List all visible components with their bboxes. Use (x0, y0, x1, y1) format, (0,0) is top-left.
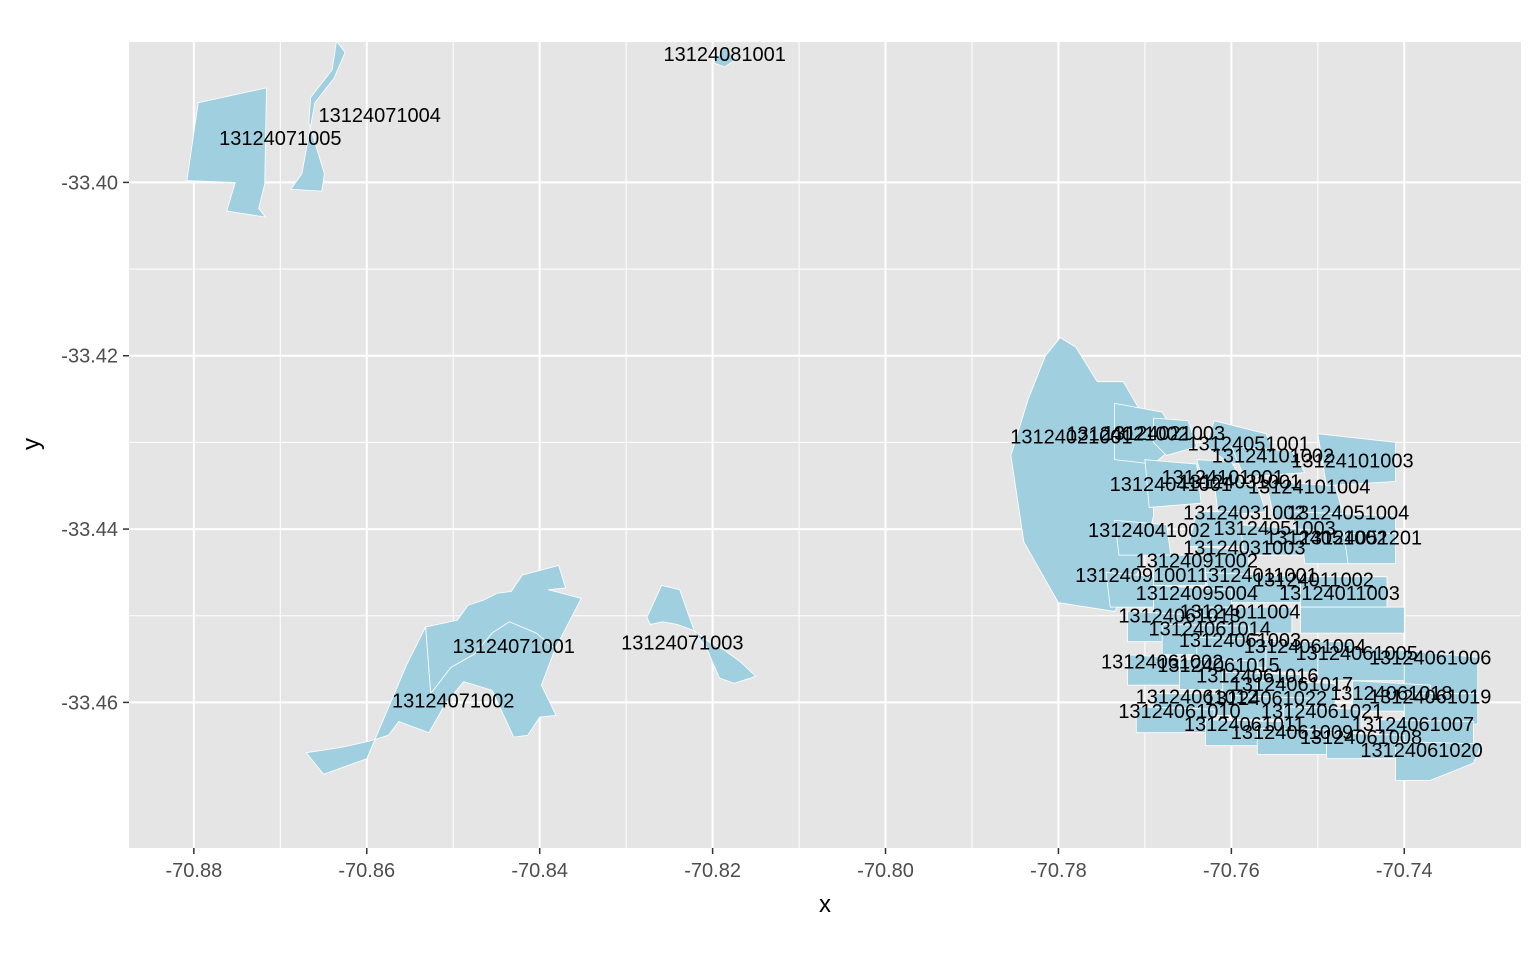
region-label: 13124021001 (1010, 426, 1132, 448)
region-polygon (1153, 417, 1198, 456)
x-tick-label: -70.74 (1376, 860, 1433, 882)
region-label: 13124071003 (621, 633, 743, 655)
y-tick-label: -33.42 (61, 346, 118, 368)
region-label: 13124061002 (1101, 652, 1223, 674)
region-label: 13124061015 (1157, 655, 1279, 677)
region-label: 13124071001 (453, 636, 575, 658)
region-label: 13124021002 (1066, 424, 1188, 446)
region-polygon (646, 584, 757, 684)
region-polygon (1403, 693, 1479, 725)
region-label: 13124061006 (1369, 647, 1491, 669)
region-label: 13124061009 (1231, 722, 1353, 744)
region-label: 13124021003 (1103, 423, 1225, 445)
region-label: 13124051002 (1265, 528, 1387, 550)
region-label: 13124061003 (1179, 630, 1301, 652)
region-label: 13124011003 (1279, 583, 1400, 605)
region-label: 13124071002 (392, 691, 514, 713)
region-label: 13124051004 (1287, 503, 1409, 525)
x-axis-title: x (819, 891, 831, 918)
x-tick-label: -70.84 (511, 860, 568, 882)
region-label: 13124061021 (1261, 701, 1383, 723)
region-polygon (1395, 740, 1483, 781)
region-polygon (1300, 606, 1405, 634)
region-polygon (1230, 446, 1306, 478)
region-polygon (1343, 533, 1396, 565)
x-tick-label: -70.86 (338, 860, 395, 882)
region-label: 13124061014 (1149, 619, 1271, 641)
region-label: 13124061013 (1118, 606, 1240, 628)
region-label: 13124061005 (1296, 643, 1418, 665)
x-axis-ticks: -70.88 -70.86 -70.84 -70.82 -70.80 -70.78 -70.… (165, 848, 1433, 882)
region-label: 13124091001 (1075, 565, 1197, 587)
region-label: 13124061008 (1300, 727, 1422, 749)
region-polygons (186, 40, 1483, 781)
region-label: 13124051201 (1300, 528, 1422, 550)
region-label: 13124061018 (1330, 683, 1452, 705)
region-label: 13124061017 (1231, 674, 1353, 696)
region-polygon (1213, 480, 1267, 517)
grid-lines (129, 42, 1521, 848)
region-label: 13124091002 (1136, 550, 1258, 572)
region-label: 13124061004 (1244, 636, 1366, 658)
region-polygon (186, 87, 267, 218)
region-label: 13124101003 (1291, 451, 1413, 473)
region-label: 13124071005 (219, 128, 341, 150)
region-label: 13124061020 (1360, 740, 1482, 762)
region-label: 13124061012 (1136, 686, 1258, 708)
region-label: 13124061007 (1352, 714, 1474, 736)
region-label: 13124101004 (1248, 477, 1370, 499)
x-tick-label: -70.78 (1030, 860, 1087, 882)
region-label: 13124101002 (1212, 445, 1334, 467)
x-tick-label: -70.80 (857, 860, 914, 882)
region-label: 13124051003 (1213, 518, 1335, 540)
region-label: 13124011002 (1253, 569, 1374, 591)
x-tick-label: -70.76 (1203, 860, 1260, 882)
region-label: 13124031003 (1183, 537, 1305, 559)
region-polygon (1153, 554, 1206, 586)
region-label: 13124031001 (1179, 471, 1301, 493)
x-tick-label: -70.88 (165, 860, 222, 882)
region-label: 13124101001 (1162, 467, 1284, 489)
x-tick-label: -70.82 (684, 860, 741, 882)
region-polygon (1144, 459, 1202, 508)
y-tick-label: -33.40 (61, 172, 118, 194)
region-label: 13124081001 (664, 44, 786, 66)
region-label: 13124011001 (1197, 565, 1318, 587)
y-tick-label: -33.44 (61, 519, 118, 541)
region-label: 13124071004 (319, 105, 441, 127)
region-label: 13124061011 (1184, 714, 1305, 736)
region-polygon (712, 45, 737, 68)
y-axis-ticks: -33.40 -33.42 -33.44 -33.46 (61, 172, 129, 714)
region-polygon (305, 621, 557, 775)
region-polygon (1317, 433, 1396, 487)
y-axis-title: y (18, 438, 45, 450)
region-label: 13124011004 (1180, 601, 1301, 623)
region-label: 13124041002 (1088, 520, 1210, 542)
region-label: 13124041001 (1110, 474, 1232, 496)
y-tick-label: -33.46 (61, 692, 118, 714)
region-polygon (289, 40, 346, 192)
region-label: 13124061022 (1205, 688, 1327, 710)
region-label: 13124095004 (1136, 583, 1258, 605)
region-label: 13124051001 (1188, 433, 1310, 455)
region-label: 13124061019 (1369, 686, 1491, 708)
region-label: 13124061010 (1118, 701, 1240, 723)
region-label: 13124031002 (1183, 503, 1305, 525)
region-label: 13124061016 (1196, 666, 1318, 688)
